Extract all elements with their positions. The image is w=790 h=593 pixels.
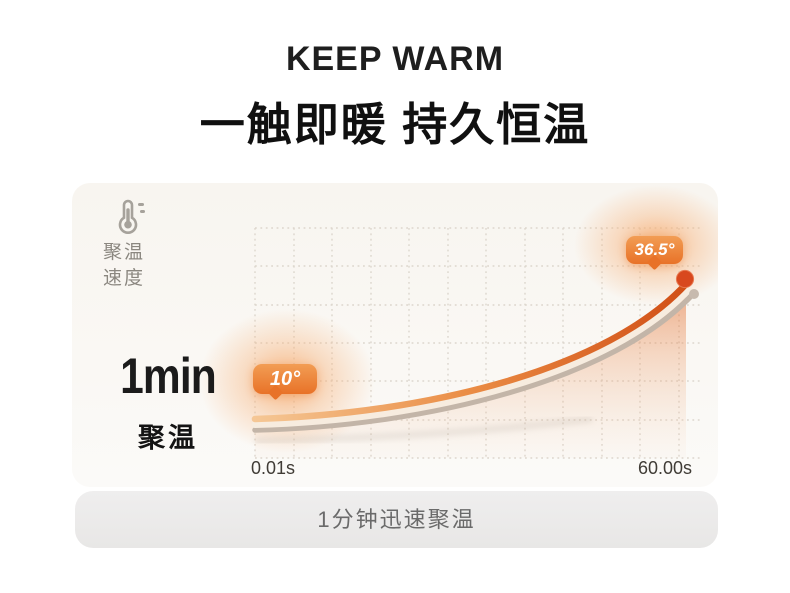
temp-badge-end-text: 36.5° — [634, 240, 675, 259]
metric-label-line2: 速度 — [103, 268, 146, 289]
metric-label-line1: 聚温 — [103, 242, 146, 263]
highlight-value: 1min — [120, 348, 217, 404]
caption-text: 1分钟迅速聚温 — [317, 507, 476, 532]
page-title-en: KEEP WARM — [285, 40, 505, 78]
temp-badge-start: 10° — [253, 364, 317, 394]
temperature-curve — [251, 280, 690, 423]
curve-endpoint-dot — [675, 269, 695, 289]
temp-badge-start-text: 10° — [269, 368, 301, 390]
thermometer-icon — [118, 199, 145, 235]
highlight-label: 聚温 — [138, 423, 198, 453]
chart-panel: 聚温 速度 1min 聚温 10° 36.5° 0.01s 60.00s — [72, 183, 718, 487]
shadow-curve-endcap — [689, 289, 699, 299]
metric-label: 聚温 速度 — [103, 240, 183, 292]
temp-badge-end: 36.5° — [626, 236, 683, 264]
caption-bar: 1分钟迅速聚温 — [75, 491, 718, 548]
x-tick-start: 0.01s — [250, 458, 296, 478]
curve-highlight-band — [251, 285, 693, 428]
temperature-line-chart — [199, 185, 718, 459]
curve-reflection — [254, 415, 593, 445]
page-title-zh: 一触即暖 持久恒温 — [199, 99, 591, 150]
x-tick-end: 60.00s — [637, 458, 693, 478]
shadow-curve — [252, 291, 696, 433]
